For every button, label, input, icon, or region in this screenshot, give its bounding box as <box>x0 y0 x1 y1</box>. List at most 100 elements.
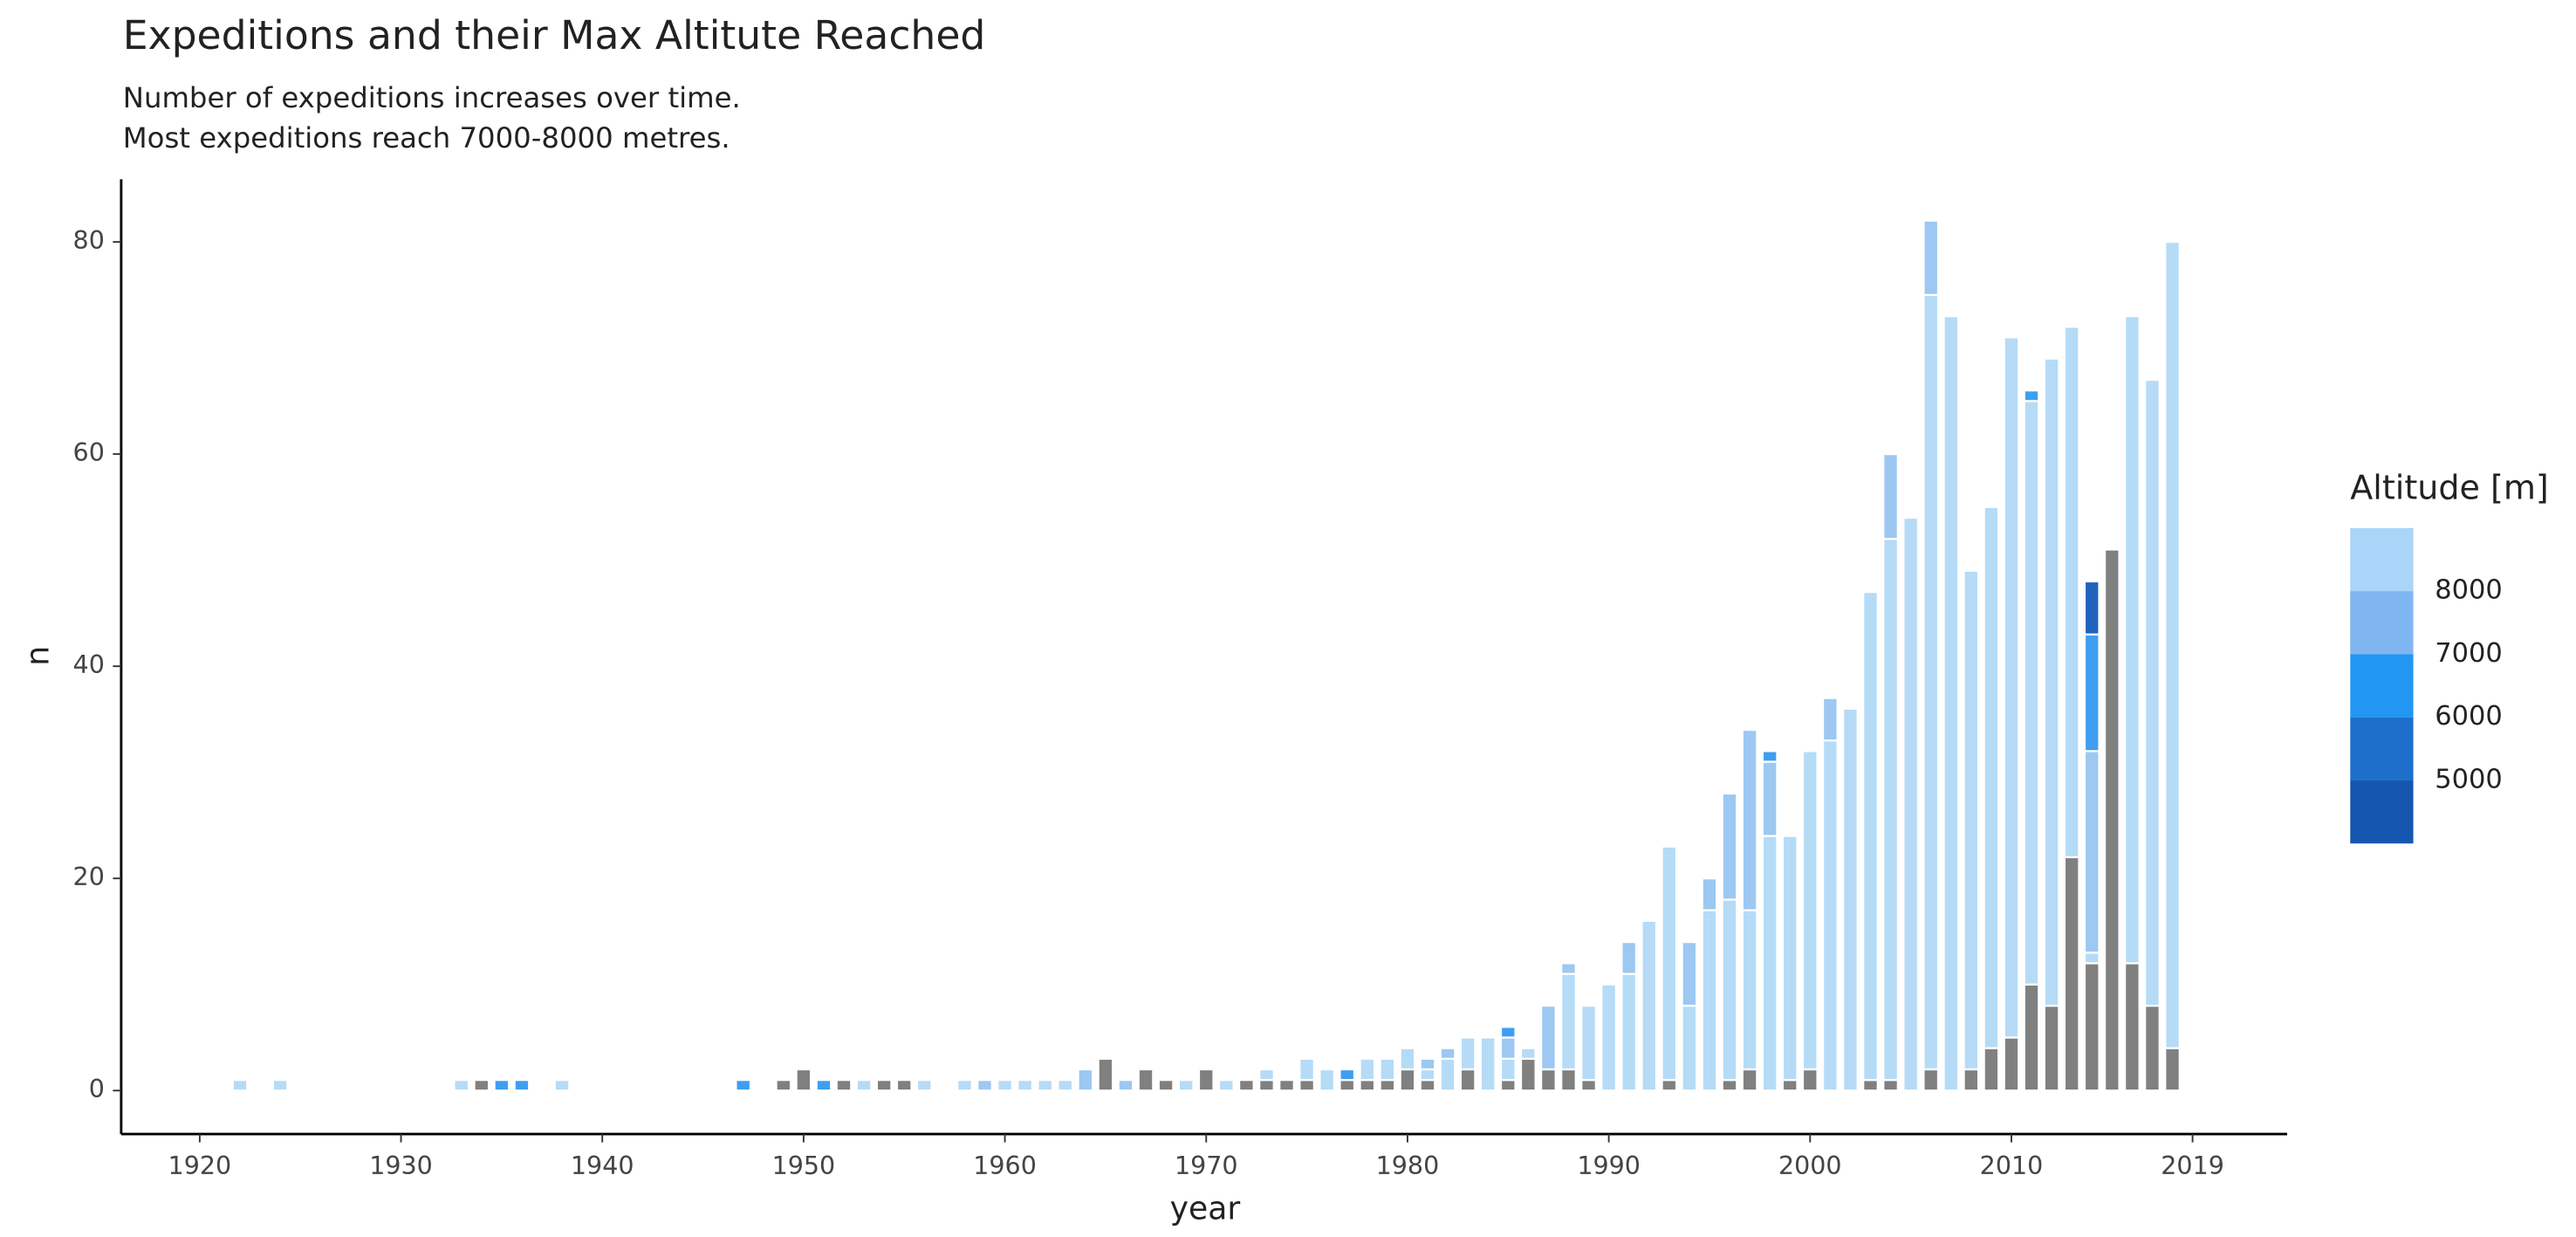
bar-segment <box>2123 315 2141 965</box>
bar-segment <box>1057 1078 1074 1092</box>
bar-segment <box>1580 1078 1597 1092</box>
bar-segment <box>875 1078 893 1092</box>
bar-segment <box>1963 569 1980 1071</box>
bar-segment <box>1017 1078 1034 1092</box>
bar-segment <box>915 1078 933 1092</box>
bar-segment <box>1379 1057 1396 1082</box>
bar-segment <box>1681 940 1698 1007</box>
x-axis-label: year <box>1170 1190 1241 1227</box>
legend-label: 7000 <box>2435 638 2502 669</box>
legend-label: 5000 <box>2435 764 2502 794</box>
bar-segment <box>1761 750 1778 763</box>
bar-segment <box>1339 1078 1356 1092</box>
x-tick-label: 1930 <box>369 1151 433 1180</box>
legend-swatch <box>2350 591 2414 655</box>
bar-segment <box>1359 1078 1376 1092</box>
bar-segment <box>1701 877 1718 911</box>
x-tick-label: 2019 <box>2161 1151 2224 1180</box>
bar-segment <box>1902 516 1920 1092</box>
bar-segment <box>2144 1004 2161 1092</box>
bar-segment <box>1117 1078 1134 1092</box>
bar-segment <box>1922 1068 1940 1092</box>
bar-segment <box>1781 1078 1798 1092</box>
x-tick-label: 2000 <box>1778 1151 1842 1180</box>
bar-segment <box>2043 1004 2060 1092</box>
y-tick-label: 40 <box>73 650 105 679</box>
bar-segment <box>1862 1078 1879 1092</box>
y-tick-label: 20 <box>73 862 105 891</box>
bar-segment <box>1963 1068 1980 1092</box>
bar-segment <box>1258 1078 1275 1092</box>
bar-segment <box>1922 293 1940 1071</box>
bar-segment <box>473 1078 490 1092</box>
bar-segment <box>1983 505 2000 1049</box>
bar-segment <box>453 1078 470 1092</box>
bar-segment <box>1278 1078 1295 1092</box>
bar-segment <box>835 1078 853 1092</box>
x-tick-label: 1960 <box>973 1151 1037 1180</box>
bar-segment <box>1641 919 1658 1092</box>
bar-segment <box>1801 1068 1819 1092</box>
bar-segment <box>2123 962 2141 1092</box>
bar-segment <box>271 1078 289 1092</box>
bar-segment <box>513 1078 531 1092</box>
legend-label: 8000 <box>2435 575 2502 606</box>
bar-segment <box>1580 1004 1597 1082</box>
legend-swatch <box>2350 654 2414 718</box>
bar-segment <box>2023 389 2040 402</box>
bar-segment <box>1379 1078 1396 1092</box>
bar-segment <box>1097 1057 1114 1092</box>
x-tick-label: 1950 <box>772 1151 836 1180</box>
bar-segment <box>1479 1036 1497 1092</box>
bar-segment <box>493 1078 510 1092</box>
bar-segment <box>795 1068 812 1092</box>
bar-segment <box>1721 792 1738 901</box>
bar-segment <box>2043 357 2060 1007</box>
bar-segment <box>1197 1068 1215 1092</box>
x-tick-label: 1980 <box>1376 1151 1440 1180</box>
bar-segment <box>1721 898 1738 1082</box>
bar-segment <box>1499 1026 1517 1039</box>
bar-segment <box>2083 580 2100 636</box>
bar-segment <box>1539 1004 1557 1071</box>
chart-subtitle: Most expeditions reach 7000-8000 metres. <box>123 121 730 155</box>
bar-segment <box>1258 1068 1275 1082</box>
bar-segment <box>553 1078 571 1092</box>
bar-segment <box>1499 1057 1517 1082</box>
bar-segment <box>2063 856 2080 1092</box>
legend-title: Altitude [m] <box>2350 469 2548 507</box>
bar-segment <box>1620 940 1638 975</box>
bar-segment <box>1922 219 1940 297</box>
legend-swatch <box>2350 527 2414 592</box>
bar-segment <box>1319 1068 1336 1092</box>
bar-segment <box>2083 952 2100 965</box>
bar-segment <box>2083 633 2100 753</box>
bar-segment <box>1237 1078 1255 1092</box>
bar-segment <box>1560 1068 1577 1092</box>
bar-segment <box>1298 1057 1316 1082</box>
bar-segment <box>1801 750 1819 1071</box>
bar-segment <box>1519 1057 1537 1092</box>
bar-segment <box>1841 707 1859 1092</box>
bar-segment <box>1761 760 1778 837</box>
x-tick-label: 1940 <box>571 1151 634 1180</box>
legend-swatch <box>2350 717 2414 780</box>
bar-segment <box>1781 835 1798 1082</box>
bar-segment <box>1137 1068 1154 1092</box>
bar-segment <box>1560 972 1577 1071</box>
bar-segment <box>956 1078 973 1092</box>
x-tick-label: 2010 <box>1980 1151 2044 1180</box>
bar-segment <box>2164 240 2181 1049</box>
bar-segment <box>1882 1078 1900 1092</box>
x-tick-label: 1970 <box>1175 1151 1238 1180</box>
bar-segment <box>2023 400 2040 986</box>
bar-segment <box>2003 336 2020 1039</box>
bar-segment <box>1037 1078 1054 1092</box>
bar-segment <box>1157 1078 1175 1092</box>
bar-segment <box>895 1078 913 1092</box>
bar-segment <box>735 1078 752 1092</box>
bar-segment <box>1741 909 1758 1071</box>
bar-segment <box>1701 909 1718 1092</box>
bar-segment <box>1882 538 1900 1082</box>
bar-segment <box>1560 962 1577 975</box>
